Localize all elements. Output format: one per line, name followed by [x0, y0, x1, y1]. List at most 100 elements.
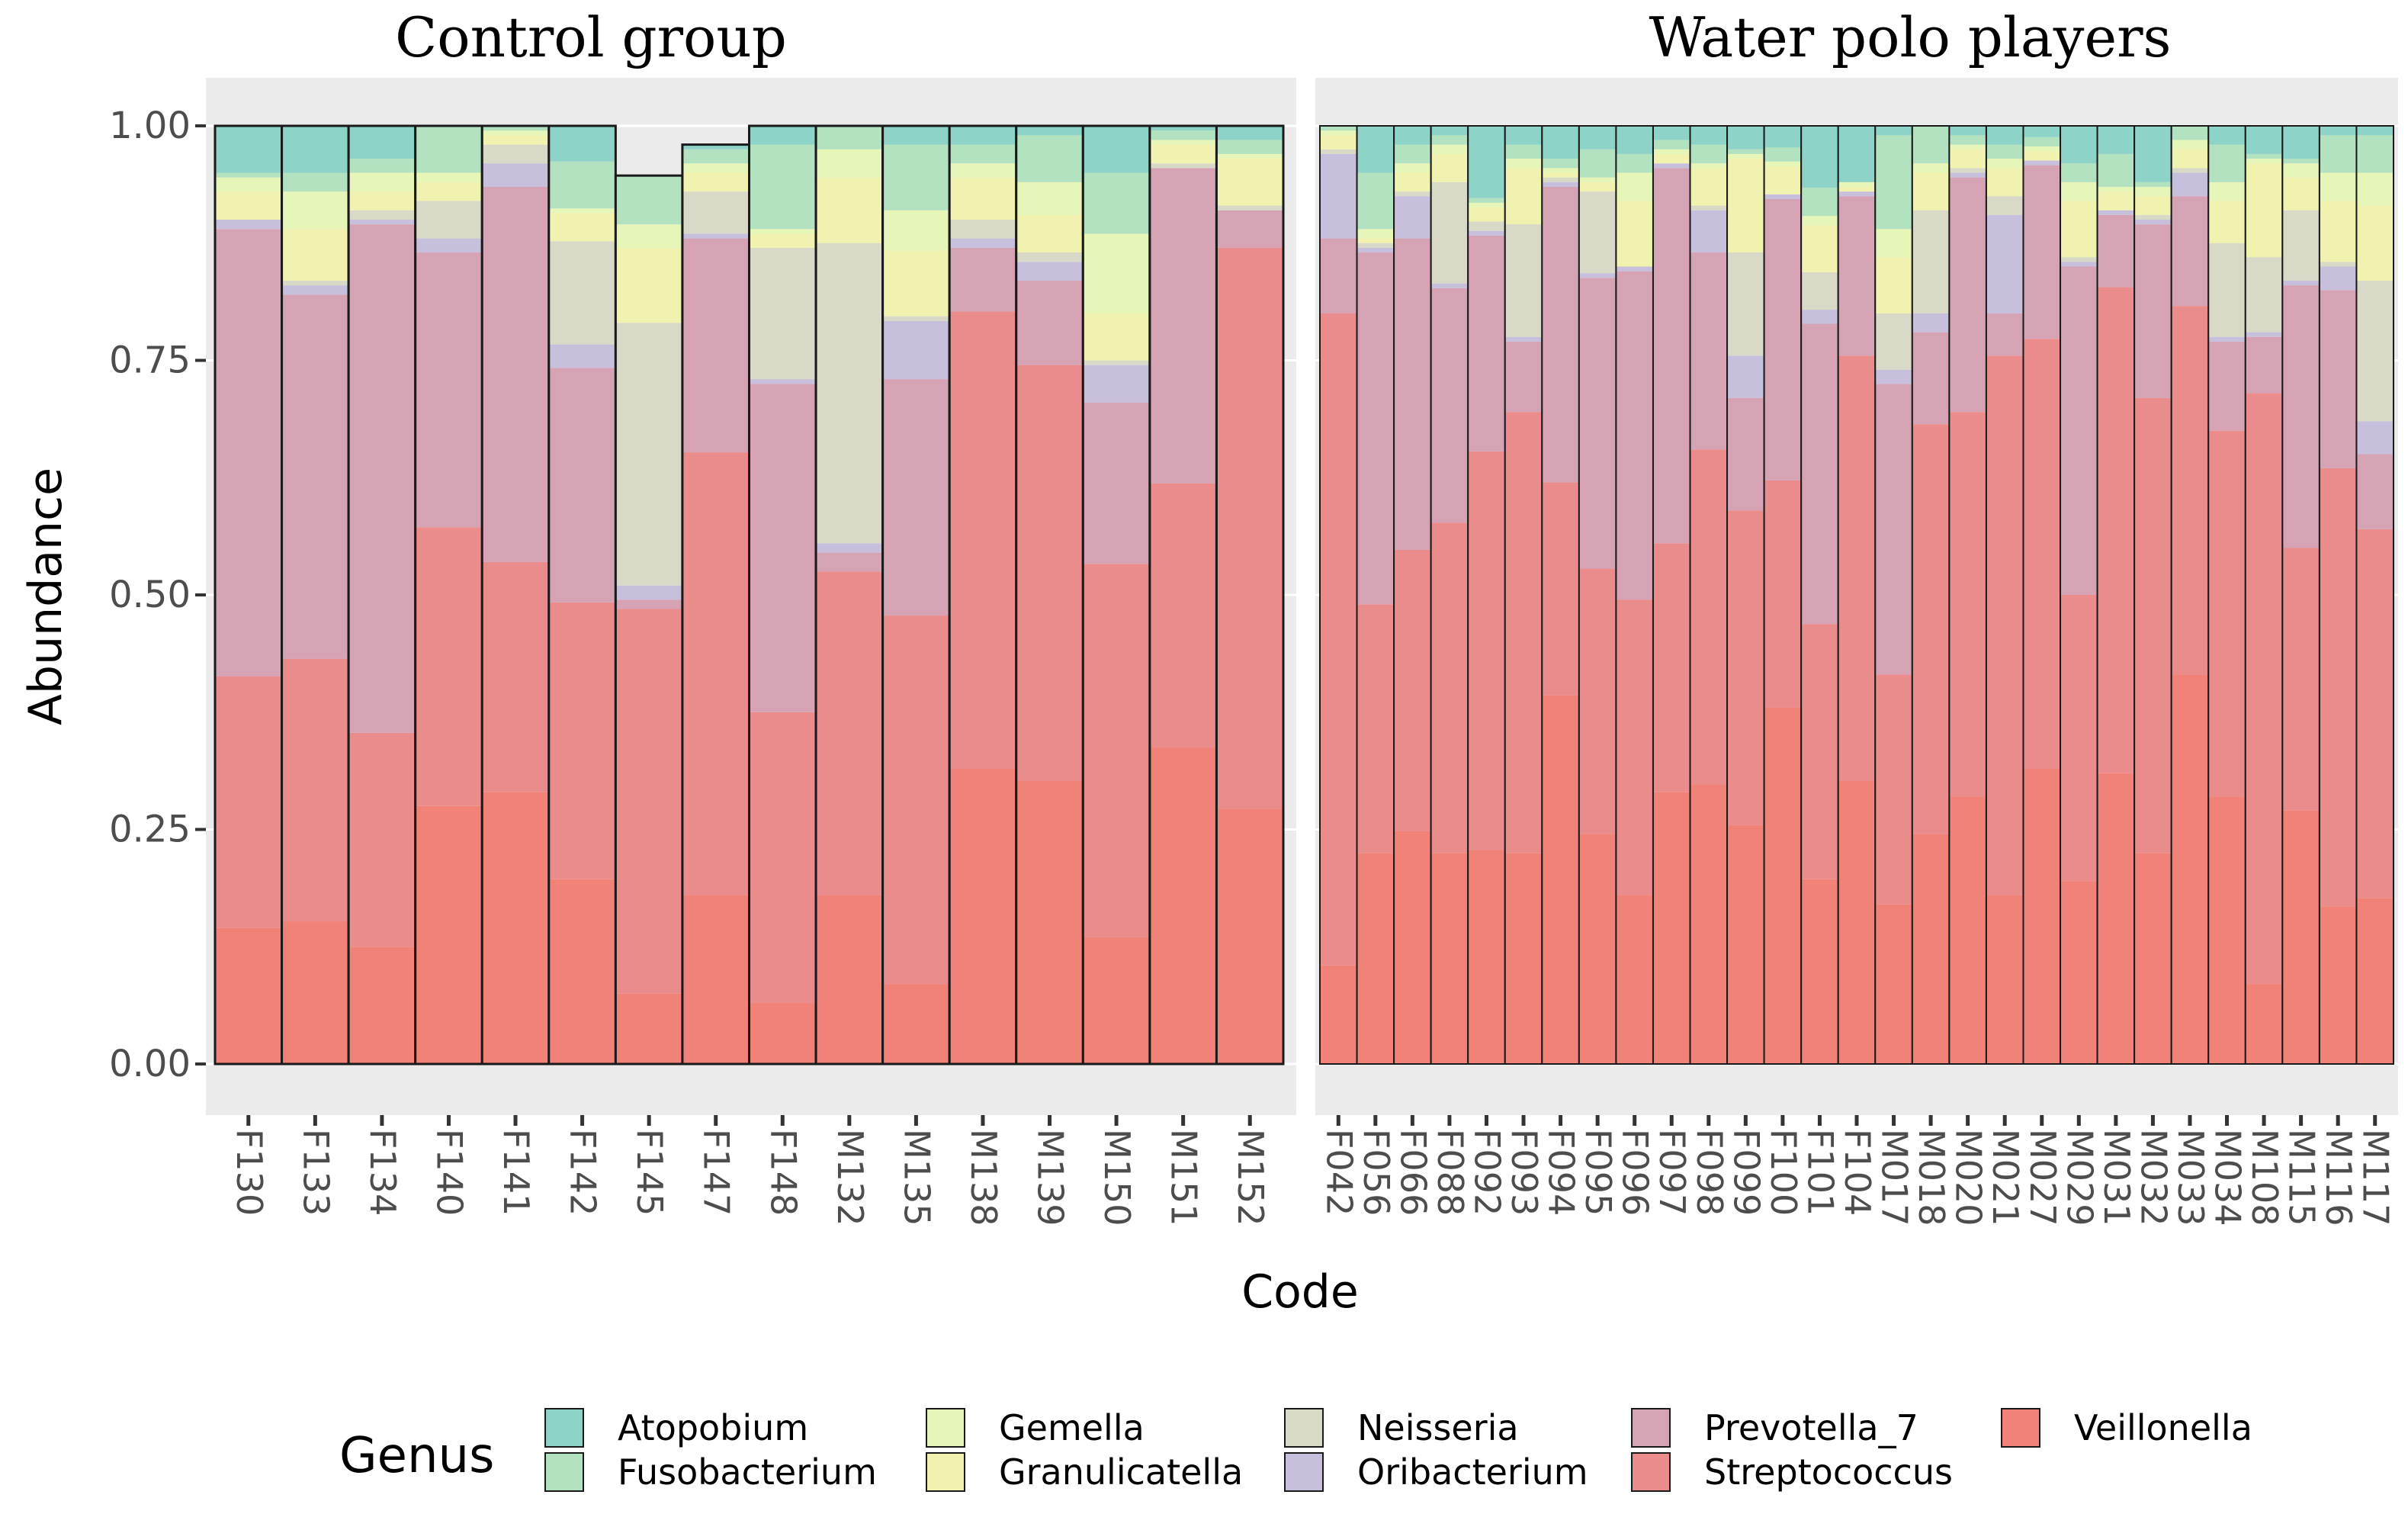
bar-segment-f095-veillonella	[1578, 834, 1617, 1064]
legend-swatch-neisseria	[1284, 1408, 1324, 1448]
bar-segment-f097-oribacterium	[1652, 163, 1690, 169]
bar-segment-m034-atopobium	[2208, 126, 2246, 145]
bar-segment-m017-atopobium	[1875, 126, 1912, 136]
bar-segment-f066-oribacterium	[1394, 196, 1431, 239]
bar-segment-f142-oribacterium	[548, 344, 616, 368]
x-tick-label-f056: F056	[1356, 1129, 1397, 1216]
bar-segment-m020-neisseria	[1949, 168, 1986, 173]
bar-segment-m152-streptococcus	[1216, 247, 1283, 809]
bar-segment-f142-gemella	[548, 208, 616, 214]
legend-swatch-veillonella	[2001, 1408, 2040, 1448]
y-tick-label: 0.50	[109, 574, 191, 616]
bar-segment-m115-streptococcus	[2282, 548, 2320, 811]
bar-segment-f097-prevotella-7	[1652, 168, 1690, 544]
bar-segment-f148-gemella	[749, 229, 817, 234]
bar-segment-f092-prevotella-7	[1468, 235, 1505, 452]
bar-segment-f145-neisseria	[615, 323, 682, 586]
bar-segment-m116-oribacterium	[2319, 266, 2357, 291]
bar-segment-f100-prevotella-7	[1764, 198, 1802, 481]
bar-segment-m115-neisseria	[2282, 210, 2320, 281]
bar-segment-f140-granulicatella	[415, 182, 483, 201]
bar-segment-m117-prevotella-7	[2356, 454, 2394, 529]
legend-swatch-fusobacterium	[544, 1452, 584, 1492]
bar-segment-m027-veillonella	[2023, 768, 2061, 1064]
bar-segment-m031-veillonella	[2097, 773, 2135, 1064]
x-tick-label-m117: M117	[2355, 1129, 2397, 1226]
bar-segment-m020-gemella	[1949, 144, 1986, 149]
bar-segment-m108-prevotella-7	[2245, 336, 2283, 394]
x-tick-label-f066: F066	[1392, 1129, 1434, 1216]
bar-segment-m018-granulicatella	[1912, 172, 1950, 211]
bar-segment-f145-veillonella	[615, 993, 682, 1064]
x-tick-label-f098: F098	[1689, 1129, 1730, 1216]
bar-segment-m017-gemella	[1875, 229, 1912, 258]
x-tick-label-m139: M139	[1030, 1129, 1071, 1226]
bar-segment-m151-veillonella	[1149, 747, 1217, 1064]
bar-segment-f095-prevotella-7	[1578, 278, 1617, 569]
bar-segment-f142-atopobium	[548, 126, 616, 162]
x-tick-label-f130: F130	[229, 1129, 270, 1216]
bar-segment-f099-gemella	[1727, 153, 1764, 159]
bar-segment-m116-prevotella-7	[2319, 290, 2357, 468]
bar-segment-f133-veillonella	[281, 921, 349, 1064]
bar-segment-m151-prevotella-7	[1149, 168, 1217, 484]
bar-segment-f093-granulicatella	[1504, 168, 1543, 225]
x-tick-label-m116: M116	[2318, 1129, 2359, 1226]
bar-segment-m032-prevotella-7	[2134, 224, 2172, 398]
bar-segment-m031-prevotella-7	[2097, 214, 2135, 288]
bar-segment-m116-veillonella	[2319, 906, 2357, 1064]
bar-segment-f098-granulicatella	[1690, 168, 1728, 206]
bar-segment-m018-prevotella-7	[1912, 332, 1950, 425]
bar-segment-f145-oribacterium	[615, 585, 682, 600]
bar-segment-f148-granulicatella	[749, 233, 817, 248]
bar-segment-m150-gemella	[1083, 233, 1150, 313]
bar-segment-m031-granulicatella	[2097, 191, 2135, 211]
bar-segment-m138-gemella	[949, 163, 1016, 178]
x-tick-label-f096: F096	[1615, 1129, 1656, 1216]
bar-segment-f142-prevotella-7	[548, 368, 616, 603]
bar-segment-f101-granulicatella	[1801, 225, 1838, 272]
bar-segment-m116-neisseria	[2319, 262, 2357, 267]
bar-segment-f141-prevotella-7	[482, 186, 549, 562]
bar-segment-f141-veillonella	[482, 792, 549, 1064]
x-tick-label-f097: F097	[1652, 1129, 1693, 1216]
bar-segment-m021-neisseria	[1986, 196, 2024, 215]
bar-segment-m135-fusobacterium	[882, 144, 950, 211]
bar-segment-m029-atopobium	[2060, 126, 2098, 164]
bar-segment-m018-neisseria	[1912, 210, 1950, 313]
bar-segment-f141-fusobacterium	[482, 126, 549, 131]
bar-segment-m018-veillonella	[1912, 834, 1950, 1064]
bar-segment-f099-neisseria	[1727, 252, 1764, 356]
bar-segment-f145-streptococcus	[615, 609, 682, 994]
bar-segment-f130-streptococcus	[215, 677, 282, 928]
bar-segment-m150-granulicatella	[1083, 313, 1150, 361]
bar-segment-f095-neisseria	[1578, 191, 1617, 274]
bar-segment-f093-neisseria	[1504, 224, 1543, 337]
bar-segment-m117-fusobacterium	[2356, 135, 2394, 173]
bar-segment-m135-streptococcus	[882, 616, 950, 985]
bar-segment-f104-streptococcus	[1838, 355, 1876, 781]
bar-segment-m139-oribacterium	[1016, 262, 1084, 281]
bar-segment-f093-oribacterium	[1504, 336, 1543, 342]
bar-segment-f096-streptococcus	[1616, 599, 1653, 895]
legend-title: Genus	[339, 1428, 494, 1484]
bar-segment-f093-gemella	[1504, 159, 1543, 169]
bar-segment-m027-gemella	[2023, 146, 2061, 152]
bar-segment-m017-fusobacterium	[1875, 135, 1912, 230]
bar-segment-f101-streptococcus	[1801, 624, 1838, 879]
legend-swatch-streptococcus	[1631, 1452, 1671, 1492]
bar-segment-f148-oribacterium	[749, 379, 817, 384]
bar-segment-f141-streptococcus	[482, 561, 549, 792]
bar-segment-f094-gemella	[1542, 168, 1579, 173]
bar-segment-f093-streptococcus	[1504, 412, 1543, 853]
bar-segment-m132-veillonella	[816, 895, 883, 1064]
bar-segment-m115-prevotella-7	[2282, 285, 2320, 548]
bar-segment-m108-oribacterium	[2245, 332, 2283, 337]
bar-segment-m132-oribacterium	[816, 543, 883, 553]
bar-segment-m021-fusobacterium	[1986, 144, 2024, 159]
bar-segment-m031-gemella	[2097, 186, 2135, 192]
bar-segment-m029-granulicatella	[2060, 201, 2098, 258]
legend-label-granulicatella: Granulicatella	[999, 1451, 1243, 1493]
x-tick-label-m135: M135	[896, 1129, 937, 1226]
